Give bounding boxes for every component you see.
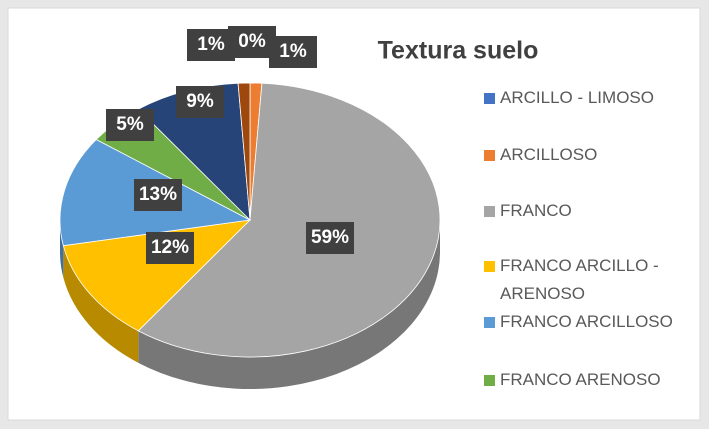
data-label: 1% [197,34,225,55]
pie-slice [237,82,251,221]
legend-label: ARCILLOSO [500,145,598,164]
data-label-box [228,26,276,58]
data-label-box [269,36,317,68]
data-label-box [134,179,182,211]
data-label: 13% [139,184,177,205]
pie-side [138,220,440,389]
legend-label: FRANCO ARCILLOSO [500,312,673,331]
data-label-box [187,29,235,61]
pie-slice [62,219,252,332]
legend-swatch [484,93,495,104]
data-label-box [146,232,194,264]
data-label: 1% [279,41,307,62]
data-label: 0% [238,31,266,52]
pie-side [63,245,139,363]
legend-swatch [484,150,495,161]
chart-title: Textura suelo [378,37,539,65]
data-label: 59% [311,227,349,248]
legend-label: ARCILLO - LIMOSO [500,88,654,107]
data-label: 5% [116,114,144,135]
data-label: 9% [186,91,214,112]
data-label: 12% [151,237,189,258]
data-label-box [306,222,354,254]
legend-swatch [484,317,495,328]
legend-swatch [484,261,495,272]
legend-label: FRANCO ARENOSO [500,370,661,389]
data-label-box [106,109,154,141]
legend-label: FRANCO [500,201,572,220]
legend-swatch [484,375,495,386]
pie-slice [137,82,441,358]
legend-swatch [484,206,495,217]
legend-label: FRANCO ARCILLO - ARENOSO [500,256,659,303]
data-label-box [176,86,224,118]
